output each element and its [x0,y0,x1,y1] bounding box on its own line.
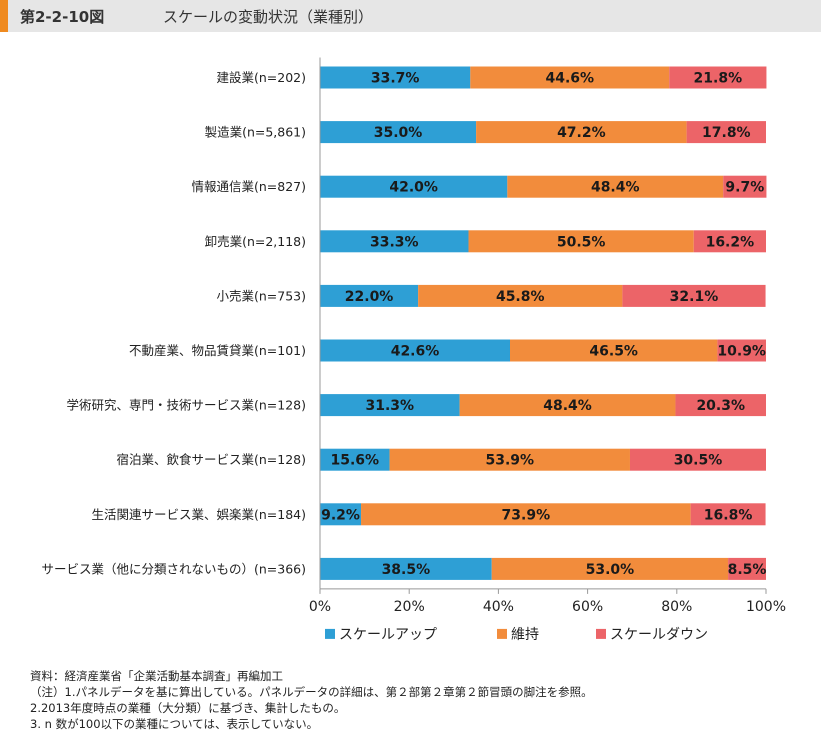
figure-number: 第2-2-10図 [20,8,105,26]
x-tick-label: 40% [483,599,514,615]
note-source: 資料：経済産業省「企業活動基本調査」再編加工 [30,669,283,683]
bar-segment [389,448,630,471]
data-label: 33.7% [371,71,420,87]
data-label: 38.5% [382,562,431,578]
bar-segment [728,557,766,580]
data-label: 20.3% [696,398,745,414]
bar-segment [717,339,766,362]
stacked-bar-chart: 33.7% 44.6% 21.8% 35.0% 47.2% 17.8% 42.0% 48.4%… [41,57,786,643]
header-accent-bar [0,0,8,32]
data-label: 47.2% [557,125,606,141]
legend: スケールアップ 維持 スケールダウン [325,627,708,643]
data-label: 31.3% [366,398,415,414]
data-label: 73.9% [502,507,551,523]
figure-title: スケールの変動状況（業種別） [163,8,374,26]
category-label: 卸売業(n=2,118) [205,234,306,249]
x-tick-label: 20% [394,599,425,615]
bar-segment [690,503,766,526]
x-tick-label: 60% [572,599,603,615]
bar-segment [320,394,460,417]
chart-notes: 資料：経済産業省「企業活動基本調査」再編加工 （注）1.パネルデータを基に算出し… [30,668,593,732]
data-label: 30.5% [674,453,723,469]
bar-segment [509,339,718,362]
data-label: 46.5% [589,344,638,360]
data-label: 50.5% [557,234,606,250]
data-label: 10.9% [717,344,766,360]
data-label: 32.1% [670,289,719,305]
data-label: 42.0% [389,180,438,196]
data-label: 9.7% [725,180,764,196]
note-1: （注）1.パネルデータを基に算出している。パネルデータの詳細は、第２部第２章第２… [30,685,593,699]
category-label: 生活関連サービス業、娯楽業(n=184) [91,507,306,522]
legend-label: スケールダウン [610,627,708,643]
bar-segment [418,284,623,307]
x-tick-label: 0% [309,599,331,615]
bar-segment [723,175,767,198]
data-label: 35.0% [374,125,423,141]
category-label: 製造業(n=5,861) [205,125,306,140]
bar-segment [320,230,469,253]
legend-swatch [596,628,606,639]
data-label: 48.4% [543,398,592,414]
bar-segment [320,66,471,89]
category-label: 学術研究、専門・技術サービス業(n=128) [66,398,306,413]
bar-segment [622,284,766,307]
bar-segment [320,557,492,580]
figure-header: 第2-2-10図 スケールの変動状況（業種別） [0,0,821,32]
legend-swatch [497,628,507,639]
data-label: 33.3% [370,234,419,250]
bar-segment [470,66,670,89]
data-label: 15.6% [330,453,379,469]
bar-segment [320,448,390,471]
x-tick-label: 80% [661,599,692,615]
category-label: 宿泊業、飲食サービス業(n=128) [116,452,306,467]
bar-segment [507,175,724,198]
bar-segment [675,394,766,417]
data-label: 44.6% [545,71,594,87]
bar-segment [320,121,477,144]
data-label: 48.4% [591,180,640,196]
data-label: 16.8% [704,507,753,523]
data-label: 53.0% [586,562,635,578]
bar-segment [686,121,766,144]
bar-segment [320,339,510,362]
bar-group: 33.7% 44.6% 21.8% 35.0% 47.2% 17.8% 42.0% 48.4%… [320,66,767,580]
category-label: 建設業(n=202) [216,70,306,85]
note-3: 3. n 数が100以下の業種については、表示していない。 [30,717,319,731]
category-label: 小売業(n=753) [216,288,306,303]
category-label: 不動産業、物品賃貸業(n=101) [129,343,306,358]
category-labels: 建設業(n=202) 製造業(n=5,861) 情報通信業(n=827) 卸売業(n=… [41,70,306,576]
legend-swatch [325,628,335,639]
legend-label: スケールアップ [339,627,437,643]
x-axis: 0% 20% 40% 60% 80% 100% [309,57,786,615]
note-2: 2.2013年度時点の業種（大分類）に基づき、集計したもの。 [30,701,346,715]
data-label: 53.9% [485,453,534,469]
data-label: 21.8% [694,71,743,87]
bar-segment [459,394,676,417]
bar-segment [491,557,729,580]
data-label: 45.8% [496,289,545,305]
bar-segment [320,175,508,198]
legend-label: 維持 [511,627,539,643]
data-label: 42.6% [391,344,440,360]
category-label: 情報通信業(n=827) [191,179,306,194]
bar-segment [693,230,766,253]
bar-segment [468,230,694,253]
bar-segment [629,448,766,471]
bar-segment [669,66,767,89]
data-label: 9.2% [321,507,360,523]
x-tick-label: 100% [746,599,786,615]
data-label: 8.5% [728,562,767,578]
data-label: 22.0% [345,289,394,305]
data-label: 17.8% [702,125,751,141]
data-label: 16.2% [706,234,755,250]
bar-segment [320,284,419,307]
bar-segment [361,503,691,526]
category-label: サービス業（他に分類されないもの）(n=366) [41,561,306,576]
bar-segment [476,121,687,144]
bar-segment [320,503,362,526]
